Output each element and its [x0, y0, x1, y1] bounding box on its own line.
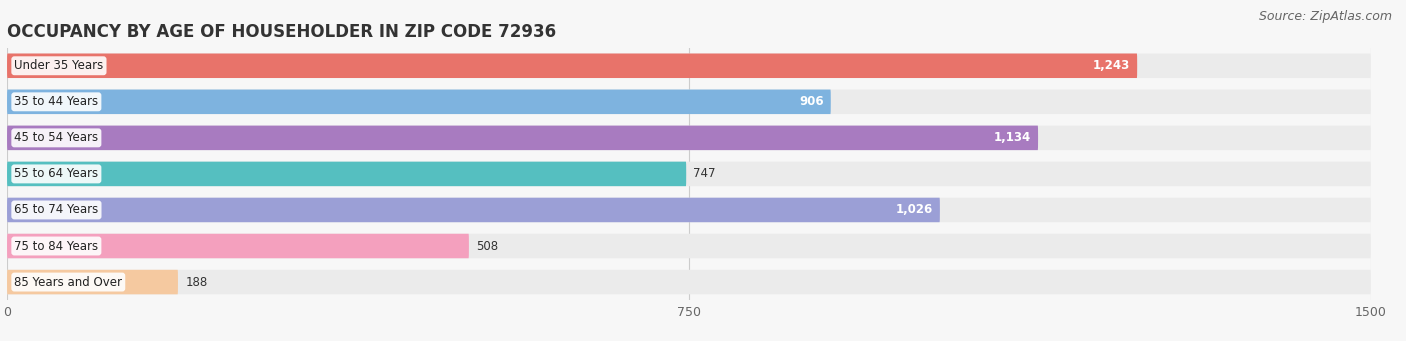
Text: 75 to 84 Years: 75 to 84 Years — [14, 239, 98, 252]
FancyBboxPatch shape — [7, 125, 1371, 150]
FancyBboxPatch shape — [7, 198, 939, 222]
Text: 508: 508 — [477, 239, 498, 252]
Text: OCCUPANCY BY AGE OF HOUSEHOLDER IN ZIP CODE 72936: OCCUPANCY BY AGE OF HOUSEHOLDER IN ZIP C… — [7, 23, 557, 41]
FancyBboxPatch shape — [7, 90, 1371, 114]
FancyBboxPatch shape — [7, 234, 1371, 258]
FancyBboxPatch shape — [7, 162, 686, 186]
FancyBboxPatch shape — [7, 54, 1137, 78]
FancyBboxPatch shape — [7, 234, 470, 258]
Text: 1,134: 1,134 — [994, 131, 1031, 144]
FancyBboxPatch shape — [7, 125, 1038, 150]
Text: 906: 906 — [799, 95, 824, 108]
FancyBboxPatch shape — [7, 54, 1371, 78]
Text: 747: 747 — [693, 167, 716, 180]
Text: 55 to 64 Years: 55 to 64 Years — [14, 167, 98, 180]
Text: 1,026: 1,026 — [896, 204, 932, 217]
Text: Under 35 Years: Under 35 Years — [14, 59, 104, 72]
Text: 35 to 44 Years: 35 to 44 Years — [14, 95, 98, 108]
Text: 1,243: 1,243 — [1092, 59, 1130, 72]
Text: Source: ZipAtlas.com: Source: ZipAtlas.com — [1258, 10, 1392, 23]
Text: 45 to 54 Years: 45 to 54 Years — [14, 131, 98, 144]
FancyBboxPatch shape — [7, 270, 179, 294]
FancyBboxPatch shape — [7, 162, 1371, 186]
FancyBboxPatch shape — [7, 270, 1371, 294]
Text: 85 Years and Over: 85 Years and Over — [14, 276, 122, 288]
FancyBboxPatch shape — [7, 90, 831, 114]
Text: 188: 188 — [186, 276, 208, 288]
FancyBboxPatch shape — [7, 198, 1371, 222]
Text: 65 to 74 Years: 65 to 74 Years — [14, 204, 98, 217]
